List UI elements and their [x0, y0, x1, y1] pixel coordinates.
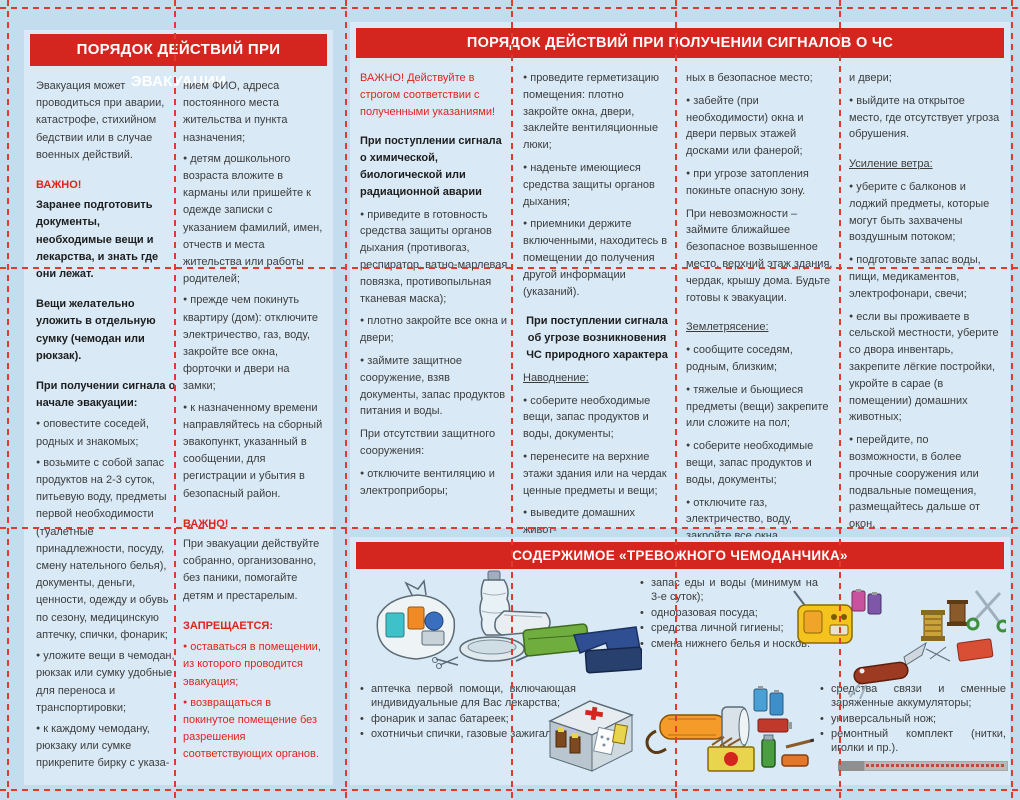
suitcase-list-left: аптечка первой помощи, включающая индиви…: [358, 683, 576, 744]
text-block: ● сообщите соседям, родным, близким;: [686, 344, 793, 373]
folded-clothes-illustration: [494, 610, 642, 674]
text-block: нием ФИО, адреса постоянного места жител…: [183, 80, 288, 144]
text-block: ● к назначенному времени направляйтесь на…: [183, 401, 323, 500]
list-item: одноразовая посуда;: [638, 607, 818, 621]
fold-line-vertical-7: [1011, 0, 1013, 800]
text-block: ● к каждому чемодану, рюкзаку или сумке п…: [36, 722, 170, 770]
list-item: смена нижнего белья и носков.: [638, 638, 818, 652]
text-block: ● забейте (при необходимости) окна и двер…: [686, 94, 804, 158]
text-block: ● возвращаться в покинутое помещение без …: [183, 696, 319, 761]
pocket-knife-illustration: [849, 641, 927, 700]
evacuation-panel: ПОРЯДОК ДЕЙСТВИЙ ПРИ ЭВАКУАЦИИ Эвакуация…: [24, 30, 333, 785]
text-block: ● тяжелые и бьющиеся предметы (вещи) закр…: [686, 383, 829, 430]
flashlight-batteries-illustration: [645, 686, 792, 754]
grocery-bag-illustration: [376, 579, 459, 669]
text-block: ● выведите домашних живот-: [523, 507, 635, 537]
text-block: При невозможности – займите ближайшее бе…: [686, 207, 833, 304]
signals-column-1: ВАЖНО! Действуйте в строгом соответствии…: [360, 70, 508, 505]
text-block: ● если вы проживаете в сельской местности…: [849, 310, 999, 424]
list-item: универсальный нож;: [818, 713, 1006, 727]
text-block: ● плотно закройте все окна и двери;: [360, 315, 508, 345]
text-block: ● прежде чем покинуть квартиру (дом): отк…: [183, 294, 318, 393]
text-block: Вещи желательно уложить в отдельную сумк…: [36, 298, 156, 362]
text-block: При отсутствии защитного сооружения:: [360, 428, 496, 457]
text-block: ● проведите герметизацию помещения: плотн…: [523, 72, 660, 152]
first-aid-kit-illustration: [548, 700, 634, 772]
text-block: ● детям дошкольного возраста вложите в ка…: [183, 152, 323, 286]
list-item: ремонтный комплект (нитки, иголки и пр.)…: [818, 728, 1006, 756]
list-item: охотничьи спички, газовые зажигалки;: [358, 728, 576, 742]
text-block: ЗАПРЕЩАЕТСЯ:: [183, 619, 273, 632]
text-block: ВАЖНО! Действуйте в строгом соответствии…: [360, 72, 496, 118]
suitcase-list-top: запас еды и воды (минимум на 3-е суток);…: [638, 577, 818, 654]
text-block: ● перенесите на верхние этажи здания или …: [523, 450, 667, 497]
suitcase-list-right: средства связи и сменные заряженные акку…: [818, 683, 1006, 758]
text-block: При эвакуации действуйте собранно, орган…: [183, 538, 320, 602]
evacuation-column-1: Эвакуация может проводиться при аварии, …: [36, 78, 177, 776]
text-block: При поступлении сигнала о химической, би…: [360, 135, 502, 198]
text-block: ● уложите вещи в чемодан, рюкзак или сумк…: [36, 650, 175, 714]
text-block: ● соберите необходимые вещи, запас продук…: [523, 394, 651, 441]
text-block: ● уберите с балконов и лоджий предметы, к…: [849, 180, 990, 244]
text-block: ных в безопасное место;: [686, 72, 813, 84]
text-block: Наводнение:: [523, 371, 589, 384]
evacuation-column-2: нием ФИО, адреса постоянного места жител…: [183, 78, 325, 767]
fold-line-horizontal-top: [0, 7, 1020, 9]
evacuation-panel-title: ПОРЯДОК ДЕЙСТВИЙ ПРИ ЭВАКУАЦИИ: [30, 34, 327, 90]
text-block: ВАЖНО!: [36, 179, 82, 192]
text-block: ● соберите необходимые вещи, запас продук…: [686, 440, 814, 486]
signals-panel: ПОРЯДОК ДЕЙСТВИЙ ПРИ ПОЛУЧЕНИИ СИГНАЛОВ …: [350, 22, 1010, 542]
text-block: Эвакуация может проводиться при аварии, …: [36, 80, 165, 161]
list-item: запас еды и воды (минимум на 3-е суток);: [638, 577, 818, 605]
text-block: Заранее подготовить документы, необходим…: [36, 199, 159, 281]
text-block: Усиление ветра:: [849, 158, 933, 171]
list-item: средства связи и сменные заряженные акку…: [818, 683, 1006, 711]
suitcase-panel: СОДЕРЖИМОЕ «ТРЕВОЖНОГО ЧЕМОДАНЧИКА» запа…: [350, 537, 1010, 785]
text-block: ● возьмите с собой запас продуктов на 2-3…: [36, 456, 169, 641]
signals-column-3: ных в безопасное место; ● забейте (при нео…: [686, 70, 836, 551]
matches-lighters-illustration: [707, 734, 814, 772]
text-block: При получении сигнала о начале эвакуации…: [36, 380, 176, 410]
text-block: ● оставаться в помещении, из которого про…: [183, 641, 321, 688]
list-item: средства личной гигиены;: [638, 622, 818, 636]
text-block: При поступлении сигнала об угрозе возник…: [526, 315, 668, 361]
list-item: фонарик и запас батареек;: [358, 713, 576, 727]
text-block: ВАЖНО!: [183, 517, 229, 530]
imprint-strip: [838, 761, 1008, 771]
text-block: ● оповестите соседей, родных и знакомых;: [36, 418, 149, 448]
radio-batteries-illustration: [793, 589, 882, 644]
fold-line-horizontal-bottom: [0, 789, 1020, 791]
signals-column-2: ● проведите герметизацию помещения: плотн…: [523, 70, 671, 545]
text-block: ● займите защитное сооружение, взяв докум…: [360, 354, 506, 418]
fold-line-vertical-1: [7, 0, 9, 800]
text-block: ● наденьте имеющиеся средства защиты орга…: [523, 161, 655, 208]
fold-line-vertical-3: [345, 0, 347, 800]
text-block: Землетрясение:: [686, 321, 769, 334]
text-block: ● при угрозе затопления покиньте опасную …: [686, 167, 809, 197]
text-block: ● отключите вентиляцию и электроприборы;: [360, 467, 495, 497]
sewing-kit-illustration: [921, 590, 1006, 662]
text-block: ● приведите в готовность средства защиты …: [360, 208, 508, 305]
text-block: и двери;: [849, 72, 892, 84]
suitcase-panel-title: СОДЕРЖИМОЕ «ТРЕВОЖНОГО ЧЕМОДАНЧИКА»: [356, 542, 1004, 569]
signals-column-4: и двери; ● выйдите на открытое место, где …: [849, 70, 1000, 539]
text-block: ● перейдите, по возможности, в более проч…: [849, 434, 981, 531]
text-block: ● приемники держите включенными, находите…: [523, 218, 668, 298]
signals-panel-title: ПОРЯДОК ДЕЙСТВИЙ ПРИ ПОЛУЧЕНИИ СИГНАЛОВ …: [356, 28, 1004, 58]
text-block: ● выйдите на открытое место, где отсутств…: [849, 94, 1000, 141]
text-block: ● подготовьте запас воды, пищи, медикамен…: [849, 254, 981, 300]
